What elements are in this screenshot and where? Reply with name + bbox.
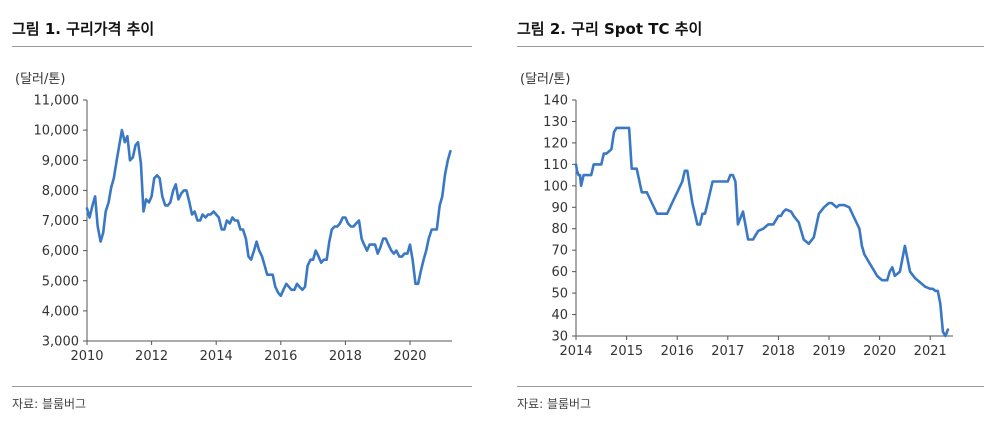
copper-price-panel: 그림 1. 구리가격 추이 (달러/톤) 3,000 4,000 5,000 6,00…: [0, 0, 490, 428]
title-divider: [12, 46, 472, 47]
y-tick-label: 140: [543, 94, 568, 109]
title-divider: [517, 46, 984, 47]
y-tick-label: 90: [551, 201, 568, 216]
y-tick-label: 9,000: [42, 154, 79, 169]
figure-title: 그림 1. 구리가격 추이: [12, 20, 155, 38]
copper-spot-tc-chart: 30 40 50 60 70 80 90 100 110 120 130 140 2014 2015 201…: [543, 94, 953, 359]
y-tick-label: 5,000: [42, 274, 79, 289]
y-tick-label: 6,000: [42, 244, 79, 259]
y-tick-label: 8,000: [42, 184, 79, 199]
x-tick-label: 2019: [812, 344, 845, 359]
x-tick-label: 2018: [329, 349, 362, 364]
y-tick-label: 120: [543, 136, 568, 151]
series-line: [574, 126, 950, 338]
y-axis-unit: (달러/톤): [520, 72, 571, 87]
y-tick-label: 100: [543, 179, 568, 194]
x-tick-label: 2014: [559, 344, 592, 359]
y-tick-label: 11,000: [34, 94, 80, 109]
y-tick-label: 4,000: [42, 304, 79, 319]
source-divider: [517, 386, 984, 387]
y-axis-unit: (달러/톤): [15, 72, 66, 87]
y-tick-label: 70: [551, 244, 568, 259]
x-tick-label: 2018: [762, 344, 795, 359]
copper-tc-panel: 그림 2. 구리 Spot TC 추이 (달러/톤) 30 40 50 60 70 80 9…: [505, 0, 1002, 428]
x-tick-label: 2012: [135, 349, 168, 364]
source-note: 자료: 블룸버그: [12, 397, 87, 411]
x-tick-label: 2020: [393, 349, 426, 364]
x-tick-label: 2021: [914, 344, 947, 359]
x-tick-label: 2010: [70, 349, 103, 364]
x-tick-label: 2020: [863, 344, 896, 359]
y-tick-label: 30: [551, 330, 568, 345]
series-line: [85, 128, 452, 298]
x-tick-label: 2015: [610, 344, 643, 359]
x-tick-label: 2017: [711, 344, 744, 359]
y-tick-label: 60: [551, 265, 568, 280]
y-tick-label: 3,000: [42, 335, 79, 350]
x-tick-label: 2014: [200, 349, 233, 364]
y-tick-label: 50: [551, 287, 568, 302]
y-tick-label: 80: [551, 222, 568, 237]
y-tick-label: 110: [543, 158, 568, 173]
y-tick-label: 40: [551, 308, 568, 323]
x-tick-label: 2016: [264, 349, 297, 364]
y-tick-label: 7,000: [42, 214, 79, 229]
y-tick-label: 10,000: [34, 124, 80, 139]
copper-price-chart: 3,000 4,000 5,000 6,000 7,000 8,000 9,000 10,00…: [34, 94, 452, 364]
y-tick-label: 130: [543, 115, 568, 130]
figure-title: 그림 2. 구리 Spot TC 추이: [517, 20, 703, 38]
source-divider: [12, 386, 472, 387]
source-note: 자료: 블룸버그: [517, 397, 592, 411]
x-tick-label: 2016: [661, 344, 694, 359]
